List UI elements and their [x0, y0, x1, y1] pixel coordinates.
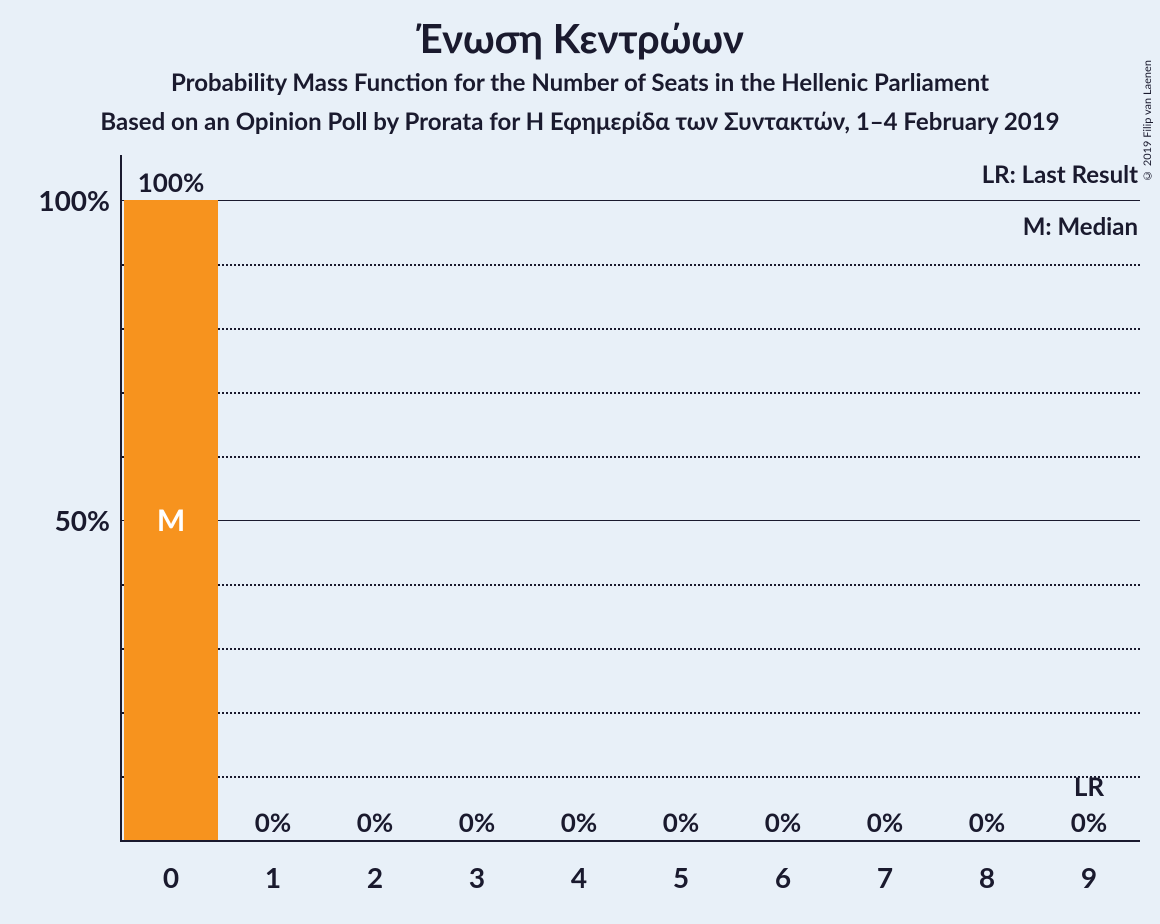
bar-value-label: 0% [969, 806, 1005, 838]
legend-m: M: Median [1023, 212, 1138, 241]
bar-value-label: 0% [867, 806, 903, 838]
grid-minor [122, 712, 1140, 714]
copyright-text: © 2019 Filip van Laenen [1141, 60, 1154, 182]
x-tick-label: 4 [571, 860, 587, 894]
grid-minor [122, 392, 1140, 394]
x-tick-label: 2 [367, 860, 383, 894]
grid-minor [122, 456, 1140, 458]
bar-value-label: 0% [357, 806, 393, 838]
x-tick-label: 3 [469, 860, 485, 894]
x-tick-label: 6 [775, 860, 791, 894]
bar-value-label: 0% [255, 806, 291, 838]
legend-lr: LR: Last Result [982, 160, 1138, 189]
grid-major [122, 520, 1140, 521]
x-axis-line [120, 840, 1140, 842]
y-axis-line [120, 155, 122, 840]
median-label: M [157, 502, 185, 538]
chart-subtitle-1: Probability Mass Function for the Number… [0, 68, 1160, 97]
chart-title: Ένωση Κεντρώων [0, 0, 1160, 62]
x-tick-label: 7 [877, 860, 893, 894]
bar-value-label: 0% [561, 806, 597, 838]
x-tick-label: 1 [265, 860, 281, 894]
chart-subtitle-2: Based on an Opinion Poll by Prorata for … [0, 107, 1160, 136]
x-tick-label: 0 [163, 860, 179, 894]
x-tick-label: 9 [1081, 860, 1097, 894]
y-tick-label: 100% [38, 183, 110, 217]
x-tick-label: 8 [979, 860, 995, 894]
grid-major [122, 200, 1140, 201]
bar-value-label: 0% [459, 806, 495, 838]
grid-minor [122, 584, 1140, 586]
lr-label: LR [1074, 770, 1104, 802]
bar-value-label: 0% [663, 806, 699, 838]
x-tick-label: 5 [673, 860, 689, 894]
bar-value-label: 0% [765, 806, 801, 838]
bar-value-label: 100% [138, 166, 205, 198]
grid-minor [122, 776, 1140, 778]
y-tick-label: 50% [55, 503, 110, 537]
grid-minor [122, 328, 1140, 330]
grid-minor [122, 648, 1140, 650]
bar-value-label: 0% [1071, 806, 1107, 838]
grid-minor [122, 264, 1140, 266]
chart-container: Ένωση Κεντρώων Probability Mass Function… [0, 0, 1160, 924]
